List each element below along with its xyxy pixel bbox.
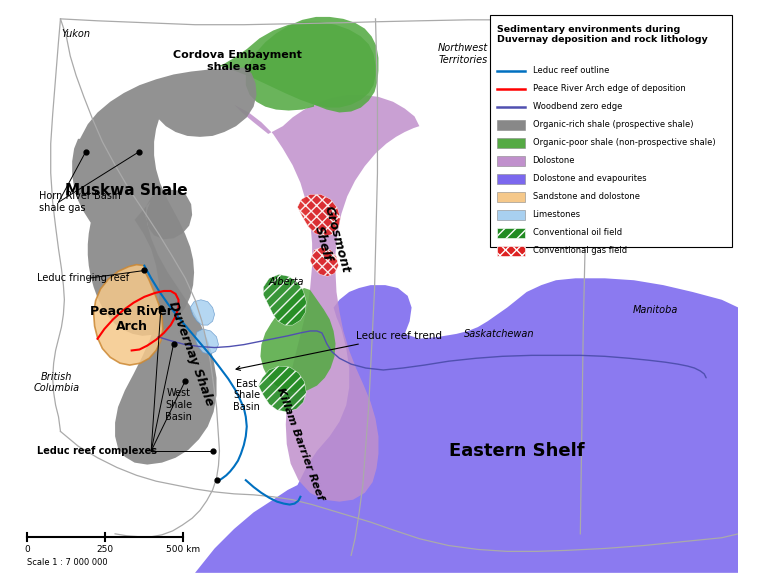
Text: East
Shale
Basin: East Shale Basin [233,379,260,412]
Text: Alberta: Alberta [268,277,304,287]
Text: Sedimentary environments during
Duvernay deposition and rock lithology: Sedimentary environments during Duvernay… [497,25,708,44]
Text: 500 km: 500 km [167,545,201,553]
Bar [497,228,525,238]
Text: Leduc reef trend: Leduc reef trend [236,331,442,371]
Text: West
Shale
Basin: West Shale Basin [165,389,192,422]
Bar [497,246,525,256]
Text: Leduc reef complexes: Leduc reef complexes [37,446,157,456]
Text: Organic-poor shale (non-prospective shale): Organic-poor shale (non-prospective shal… [532,138,715,147]
Bar [490,15,731,247]
Text: Duvernay Shale: Duvernay Shale [167,299,217,408]
Polygon shape [115,190,217,465]
Text: Dolostone: Dolostone [532,156,575,165]
Polygon shape [260,288,335,393]
Text: Conventional gas field: Conventional gas field [532,246,627,255]
Text: Manitoba: Manitoba [633,304,678,314]
Polygon shape [94,264,163,365]
Text: Peace River
Arch: Peace River Arch [90,305,173,334]
Polygon shape [220,22,375,108]
Bar [497,156,525,166]
Text: Dolostone and evapourites: Dolostone and evapourites [532,175,646,183]
Text: 0: 0 [24,545,30,553]
Polygon shape [72,68,257,336]
Polygon shape [190,300,214,325]
Text: Scale 1 : 7 000 000: Scale 1 : 7 000 000 [27,558,108,567]
Polygon shape [258,366,307,412]
Text: Eastern Shelf: Eastern Shelf [449,442,584,460]
Text: Sandstone and dolostone: Sandstone and dolostone [532,193,640,201]
Text: Leduc fringing reef: Leduc fringing reef [37,273,129,283]
Text: Muskwa Shale: Muskwa Shale [66,183,188,198]
Text: Northwest
Territories: Northwest Territories [438,43,488,65]
Text: Grosmont
Shelf: Grosmont Shelf [307,204,352,278]
Text: Cordova Embayment
shale gas: Cordova Embayment shale gas [173,50,301,71]
Text: Leduc reef outline: Leduc reef outline [532,66,609,75]
Bar [497,192,525,202]
Text: 250: 250 [97,545,114,553]
Text: Yukon: Yukon [61,30,91,39]
Polygon shape [246,17,378,113]
Polygon shape [234,95,419,502]
Text: Conventional oil field: Conventional oil field [532,229,621,237]
Polygon shape [310,247,338,276]
Polygon shape [195,278,738,573]
Text: Saskatchewan: Saskatchewan [464,329,534,339]
Bar [497,120,525,129]
Bar [497,210,525,220]
Text: Peace River Arch edge of deposition: Peace River Arch edge of deposition [532,84,685,93]
Text: Limestones: Limestones [532,211,581,219]
Text: Organic-rich shale (prospective shale): Organic-rich shale (prospective shale) [532,120,693,129]
Bar [497,174,525,184]
Text: Horn River Basin
shale gas: Horn River Basin shale gas [39,191,121,213]
Text: British
Columbia: British Columbia [33,372,79,393]
Text: Woodbend zero edge: Woodbend zero edge [532,102,622,111]
Bar [497,138,525,147]
Text: Killam Barrier Reef: Killam Barrier Reef [276,386,326,502]
Polygon shape [263,274,307,325]
Polygon shape [195,329,219,354]
Polygon shape [298,194,341,237]
